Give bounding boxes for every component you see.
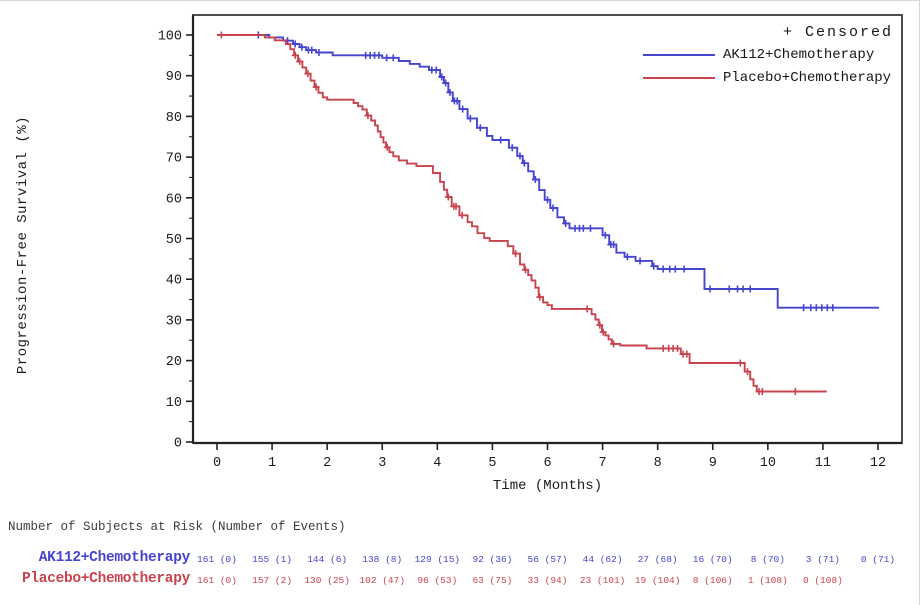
legend-label-ak112: AK112+Chemotherapy [723, 47, 875, 63]
legend-item-placebo: Placebo+Chemotherapy [643, 70, 891, 86]
y-tick-label: 20 [166, 355, 182, 370]
risk-count: 44 (62) [582, 554, 623, 565]
risk-table-row-ak112: AK112+Chemotherapy 161 (0) 155 (1) 144 (6)… [0, 550, 920, 566]
placebo-censor-marks [217, 31, 799, 396]
risk-count: 161 (0) [197, 575, 237, 586]
y-tick-label: 10 [166, 396, 182, 411]
ak112-censor-marks [254, 31, 837, 312]
legend-item-ak112: AK112+Chemotherapy [643, 47, 874, 63]
y-axis-ticks: 0 10 20 30 40 50 60 70 80 90 100 [158, 30, 193, 452]
x-axis-ticks: 0 1 2 3 4 5 6 7 8 9 10 11 12 [213, 443, 886, 471]
y-tick-label: 90 [166, 70, 182, 85]
risk-count: 63 (75) [472, 575, 513, 586]
risk-count: 155 (1) [252, 554, 293, 565]
placebo-curve [217, 34, 827, 393]
risk-count: 16 (70) [692, 554, 733, 565]
x-tick-label: 9 [709, 456, 717, 471]
x-tick-label: 12 [870, 456, 886, 471]
legend-censored-label: + Censored [782, 24, 893, 41]
x-tick-label: 2 [323, 456, 331, 471]
ak112-line-swatch [643, 54, 715, 56]
x-tick-label: 1 [268, 456, 276, 471]
risk-row-label-ak112: AK112+Chemotherapy [38, 550, 191, 566]
risk-count: 92 (36) [472, 554, 513, 565]
x-tick-label: 10 [760, 456, 776, 471]
legend-label-placebo: Placebo+Chemotherapy [723, 70, 892, 86]
risk-count: 33 (94) [527, 575, 568, 586]
y-tick-label: 30 [166, 314, 182, 329]
risk-count: 96 (53) [417, 575, 458, 586]
y-tick-label: 40 [166, 274, 182, 289]
risk-count: 102 (47) [359, 575, 406, 586]
risk-count: 161 (0) [197, 554, 237, 565]
risk-table-row-placebo: Placebo+Chemotherapy 161 (0) 157 (2) 130 (… [0, 571, 920, 587]
risk-count: 3 (71) [805, 554, 841, 565]
x-tick-label: 7 [599, 456, 607, 471]
y-tick-label: 50 [166, 233, 182, 248]
risk-count: 0 (108) [802, 575, 843, 586]
risk-table-header: Number of Subjects at Risk (Number of Ev… [8, 520, 346, 534]
x-tick-label: 0 [213, 456, 221, 471]
x-tick-label: 4 [433, 456, 441, 471]
y-axis-title: Progression-Free Survival (%) [6, 0, 40, 490]
risk-count: 129 (15) [414, 554, 461, 565]
risk-count: 157 (2) [252, 575, 293, 586]
risk-count: 0 (71) [860, 554, 896, 565]
risk-count: 1 (108) [747, 575, 788, 586]
placebo-line-swatch [643, 77, 715, 79]
risk-row-label-placebo: Placebo+Chemotherapy [21, 571, 190, 587]
y-tick-label: 80 [166, 111, 182, 126]
y-tick-label: 70 [166, 152, 182, 167]
y-axis-title-text: Progression-Free Survival (%) [15, 115, 32, 375]
x-tick-label: 5 [488, 456, 496, 471]
x-tick-label: 11 [815, 456, 831, 471]
y-tick-label: 0 [174, 437, 182, 452]
x-tick-label: 8 [654, 456, 662, 471]
risk-count: 19 (104) [634, 575, 681, 586]
x-tick-label: 6 [543, 456, 551, 471]
risk-count: 8 (70) [750, 554, 785, 565]
risk-count: 144 (6) [307, 554, 348, 565]
x-axis-title: Time (Months) [492, 478, 603, 494]
risk-count: 23 (101) [579, 575, 626, 586]
y-tick-label: 100 [158, 30, 182, 45]
ak112-curve [217, 34, 880, 309]
x-tick-label: 3 [378, 456, 386, 471]
risk-count: 8 (106) [692, 575, 733, 586]
risk-count: 130 (25) [304, 575, 350, 586]
risk-count: 138 (8) [362, 554, 403, 565]
risk-count: 27 (68) [637, 554, 678, 565]
risk-count: 56 (57) [527, 554, 568, 565]
y-tick-label: 60 [166, 192, 182, 207]
